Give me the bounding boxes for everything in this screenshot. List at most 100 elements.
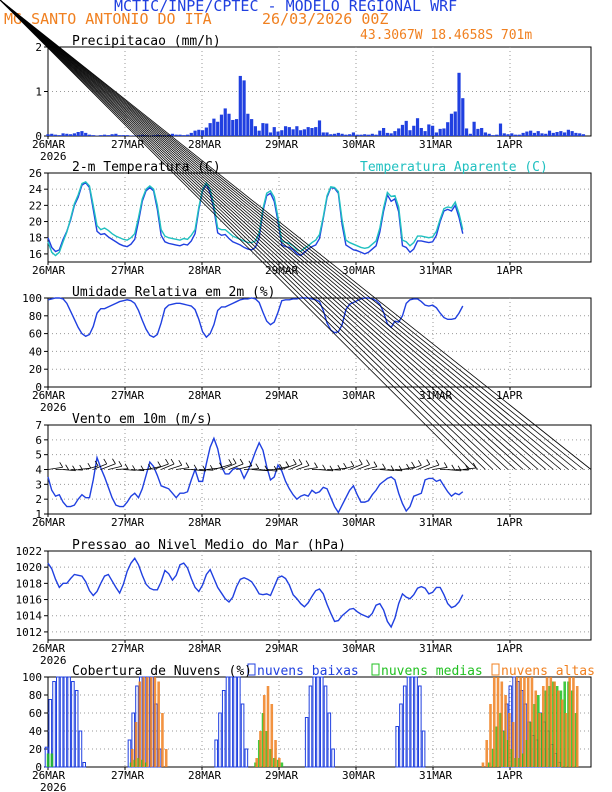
precip-bar [125,135,129,136]
wind-barb-flag [443,462,448,468]
precip-bar [363,134,367,136]
cloud-bar-nuvens-altas [568,677,571,767]
cloud-bar-nuvens-baixas [71,681,75,768]
precip-bar [559,131,563,136]
precip-xtick-label: 26MAR [32,138,65,151]
wind-barb-flag [178,460,183,466]
precip-bar [570,131,574,136]
cloud-bar-nuvens-altas [500,681,504,767]
precip-bar [378,130,382,136]
wind-xtick-label: 1APR [496,516,523,529]
temp-ytick-label: 26 [29,167,42,180]
clouds-xtick-label: 29MAR [265,769,298,782]
temp-series-line [47,181,464,257]
wind-barb [244,468,259,470]
wind-barb-flag [248,460,253,467]
pressure-ytick-label: 1016 [16,594,43,607]
precip-bar [53,134,58,136]
cloud-bar-nuvens-altas [575,686,579,767]
precip-bar [487,133,491,136]
precip-bar [114,133,118,136]
precip-bar [578,133,582,136]
precip-bar [389,133,393,136]
cloud-bar-nuvens-baixas [214,739,218,768]
precip-bar [476,128,480,136]
cloud-bar-nuvens-altas [485,740,489,767]
pressure-year-label: 2026 [40,654,67,667]
wind-barb-flag [232,458,237,464]
cloud-bar-nuvens-altas [130,749,134,767]
wind-barb [63,469,76,472]
wind-barb [0,0,501,470]
precip-bar [400,124,405,136]
pressure-xtick-label: 28MAR [188,642,221,655]
precip-bar [521,132,525,136]
wind-barb [327,469,341,471]
wind-barb [0,0,592,470]
wind-barb [70,469,83,471]
rh-ytick-label: 20 [29,363,42,376]
cloud-bar-nuvens-baixas [331,748,335,768]
wind-barb [0,0,524,470]
cloud-bar-nuvens-altas [511,722,515,767]
precip-bar [204,127,208,136]
precip-bar [57,135,61,136]
precip-bar [80,131,84,136]
wind-barb [0,0,516,470]
pressure-xtick-label: 26MAR [32,642,65,655]
clouds-ytick-label: 0 [35,761,42,774]
precip-ytick-label: 1 [35,86,42,99]
precip-bar [118,135,122,136]
cloud-legend-swatch [371,663,380,676]
precip-bar [302,129,307,136]
precip-bar [423,131,427,136]
wind-barb-flag [305,460,310,466]
wind-barb [191,469,206,472]
precip-bar [110,134,114,136]
precip-bar [174,134,178,136]
cloud-bar-nuvens-altas [278,758,281,767]
precip-bar [385,132,389,136]
cloud-bar-nuvens-baixas [319,676,324,768]
precip-bar [359,134,363,136]
rh-panel [44,297,592,390]
precip-bar [182,135,186,136]
wind-barb-flag [170,458,175,465]
wind-barb [274,466,289,470]
wind-barb-flag [59,462,64,468]
clouds-ytick-label: 80 [29,689,42,702]
clouds-ytick-label: 60 [29,707,42,720]
precip-bar [121,135,126,136]
wind-xtick-label: 29MAR [265,516,298,529]
cloud-bar-nuvens-altas [489,704,492,767]
clouds-ytick-label: 100 [22,671,42,684]
cloud-bar-nuvens-baixas [63,676,68,768]
cloud-legend-label: nuvens medias [381,664,483,679]
precip-bar [144,135,148,136]
clouds-ytick-label: 20 [29,743,42,756]
cloud-bar-nuvens-baixas [312,676,317,768]
precip-bar [219,114,224,136]
precip-bar [216,121,220,136]
wind-barb-flag [298,458,303,465]
wind-barb [281,463,297,470]
cloud-bar-nuvens-medias [280,762,284,767]
precip-bar [495,134,499,136]
temp-xtick-label: 30MAR [342,264,375,277]
cloud-bar-nuvens-altas [496,677,500,767]
precip-bar [193,130,197,136]
cloud-bar-nuvens-altas [481,762,485,767]
wind-barb [289,463,303,470]
precip-xtick-label: 27MAR [111,138,144,151]
wind-barb [213,463,232,470]
wind-barb [0,0,471,470]
wind-barb [342,465,354,470]
precip-bar [555,131,559,136]
cloud-bar-nuvens-baixas [52,681,56,768]
precip-bar [415,118,420,136]
precip-bar [498,123,503,136]
cloud-bar-nuvens-baixas [59,676,64,768]
cloud-bar-nuvens-altas [142,677,145,767]
clouds-xtick-label: 31MAR [419,769,452,782]
